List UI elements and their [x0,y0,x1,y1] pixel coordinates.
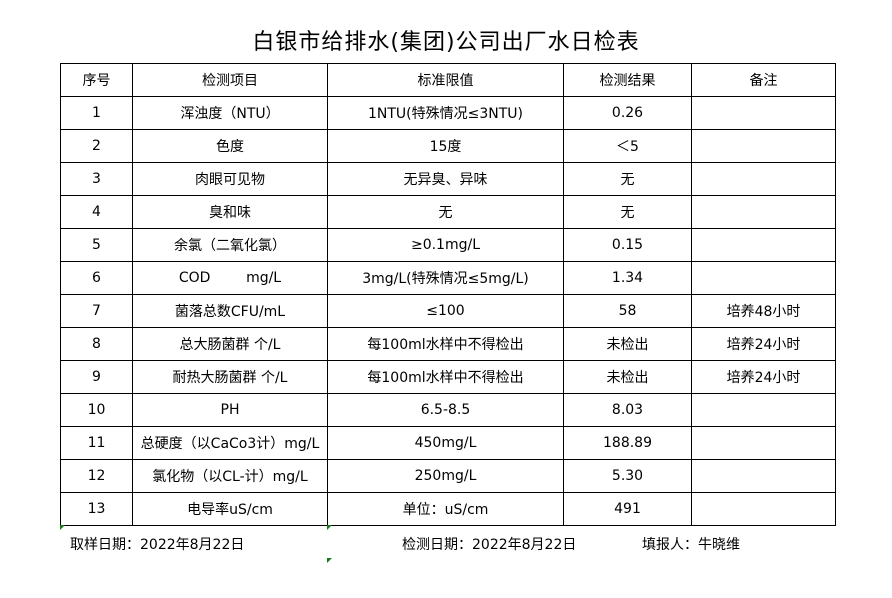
standard-limit-cell[interactable]: 450mg/L [327,426,564,460]
remark-cell[interactable] [691,129,836,163]
remark-cell[interactable] [691,228,836,262]
test-result-cell[interactable]: 5.30 [563,459,692,493]
row-number-cell[interactable]: 2 [60,129,133,163]
test-item-cell[interactable]: 耐热大肠菌群 个/L [132,360,328,394]
row-number-cell[interactable]: 12 [60,459,133,493]
standard-limit-cell[interactable]: 1NTU(特殊情况≤3NTU) [327,96,564,130]
row-number-cell[interactable]: 13 [60,492,133,526]
test-result-cell[interactable]: 1.34 [563,261,692,295]
table-row: 9 耐热大肠菌群 个/L 每100ml水样中不得检出 未检出 培养24小时 [60,360,836,394]
row-number-cell[interactable]: 7 [60,294,133,328]
table-row: 1 浑浊度（NTU） 1NTU(特殊情况≤3NTU) 0.26 [60,96,836,130]
test-result-cell[interactable]: 8.03 [563,393,692,427]
cell-comment-marker [327,525,332,530]
header-cell[interactable]: 序号 [60,63,133,97]
test-item-cell[interactable]: PH [132,393,328,427]
test-result-cell[interactable]: 491 [563,492,692,526]
remark-cell[interactable] [691,261,836,295]
row-number-cell[interactable]: 5 [60,228,133,262]
test-item-cell[interactable]: 菌落总数CFU/mL [132,294,328,328]
row-number-cell[interactable]: 6 [60,261,133,295]
standard-limit-cell[interactable]: 每100ml水样中不得检出 [327,327,564,361]
test-item-cell[interactable]: COD mg/L [132,261,328,295]
table-row: 10 PH 6.5-8.5 8.03 [60,393,836,427]
standard-limit-cell[interactable]: 无异臭、异味 [327,162,564,196]
reporter: 填报人：牛晓维 [642,537,740,553]
standard-limit-cell[interactable]: 无 [327,195,564,229]
test-item-cell[interactable]: 总硬度（以CaCo3计）mg/L [132,426,328,460]
remark-cell[interactable] [691,195,836,229]
test-result-cell[interactable]: 188.89 [563,426,692,460]
row-number-cell[interactable]: 1 [60,96,133,130]
remark-cell[interactable] [691,162,836,196]
standard-limit-cell[interactable]: ≤100 [327,294,564,328]
standard-limit-cell[interactable]: 6.5-8.5 [327,393,564,427]
header-cell[interactable]: 检测项目 [132,63,328,97]
row-number-cell[interactable]: 8 [60,327,133,361]
inspection-table: 序号 检测项目 标准限值 检测结果 备注 1 浑浊度（NTU） 1NTU(特殊情况≤… [60,63,836,526]
test-date: 检测日期：2022年8月22日 [402,537,577,553]
table-row: 4 臭和味无无 [60,195,836,229]
standard-limit-cell[interactable]: 15度 [327,129,564,163]
test-item-cell[interactable]: 电导率uS/cm [132,492,328,526]
remark-cell[interactable]: 培养48小时 [691,294,836,328]
test-item-cell[interactable]: 总大肠菌群 个/L [132,327,328,361]
standard-limit-cell[interactable]: 250mg/L [327,459,564,493]
table-row: 13 电导率uS/cm 单位：uS/cm 491 [60,492,836,526]
table-row: 2 色度 15度 ＜5 [60,129,836,163]
row-number-cell[interactable]: 4 [60,195,133,229]
test-item-cell[interactable]: 余氯（二氧化氯） [132,228,328,262]
test-result-cell[interactable]: 0.26 [563,96,692,130]
test-result-cell[interactable]: 无 [563,162,692,196]
table-row: 6 COD mg/L 3mg/L(特殊情况≤5mg/L) 1.34 [60,261,836,295]
test-item-cell[interactable]: 臭和味 [132,195,328,229]
header-row: 序号 检测项目 标准限值 检测结果 备注 [60,63,836,97]
remark-cell[interactable] [691,96,836,130]
table-row: 8 总大肠菌群 个/L 每100ml水样中不得检出 未检出 培养24小时 [60,327,836,361]
table-row: 3 肉眼可见物 无异臭、异味无 [60,162,836,196]
test-result-cell[interactable]: 无 [563,195,692,229]
table-row: 12 氯化物（以CL-计）mg/L 250mg/L 5.30 [60,459,836,493]
test-item-cell[interactable]: 色度 [132,129,328,163]
row-number-cell[interactable]: 9 [60,360,133,394]
test-item-cell[interactable]: 肉眼可见物 [132,162,328,196]
standard-limit-cell[interactable]: 3mg/L(特殊情况≤5mg/L) [327,261,564,295]
page-title: 白银市给排水(集团)公司出厂水日检表 [252,30,640,55]
row-number-cell[interactable]: 10 [60,393,133,427]
remark-cell[interactable] [691,393,836,427]
test-result-cell[interactable]: 未检出 [563,327,692,361]
table-row: 7 菌落总数CFU/mL ≤100 58 培养48小时 [60,294,836,328]
header-cell[interactable]: 备注 [691,63,836,97]
cell-comment-marker [327,558,332,563]
table-row: 11 总硬度（以CaCo3计）mg/L 450mg/L 188.89 [60,426,836,460]
table-row: 5 余氯（二氧化氯） ≥0.1mg/L 0.15 [60,228,836,262]
cell-comment-marker [60,525,65,530]
remark-cell[interactable] [691,426,836,460]
test-item-cell[interactable]: 浑浊度（NTU） [132,96,328,130]
standard-limit-cell[interactable]: ≥0.1mg/L [327,228,564,262]
standard-limit-cell[interactable]: 每100ml水样中不得检出 [327,360,564,394]
sample-date: 取样日期：2022年8月22日 [70,537,245,553]
remark-cell[interactable] [691,459,836,493]
test-result-cell[interactable]: 0.15 [563,228,692,262]
test-result-cell[interactable]: 58 [563,294,692,328]
remark-cell[interactable]: 培养24小时 [691,360,836,394]
standard-limit-cell[interactable]: 单位：uS/cm [327,492,564,526]
row-number-cell[interactable]: 11 [60,426,133,460]
test-result-cell[interactable]: 未检出 [563,360,692,394]
test-item-cell[interactable]: 氯化物（以CL-计）mg/L [132,459,328,493]
remark-cell[interactable] [691,492,836,526]
row-number-cell[interactable]: 3 [60,162,133,196]
header-cell[interactable]: 标准限值 [327,63,564,97]
header-cell[interactable]: 检测结果 [563,63,692,97]
remark-cell[interactable]: 培养24小时 [691,327,836,361]
test-result-cell[interactable]: ＜5 [563,129,692,163]
